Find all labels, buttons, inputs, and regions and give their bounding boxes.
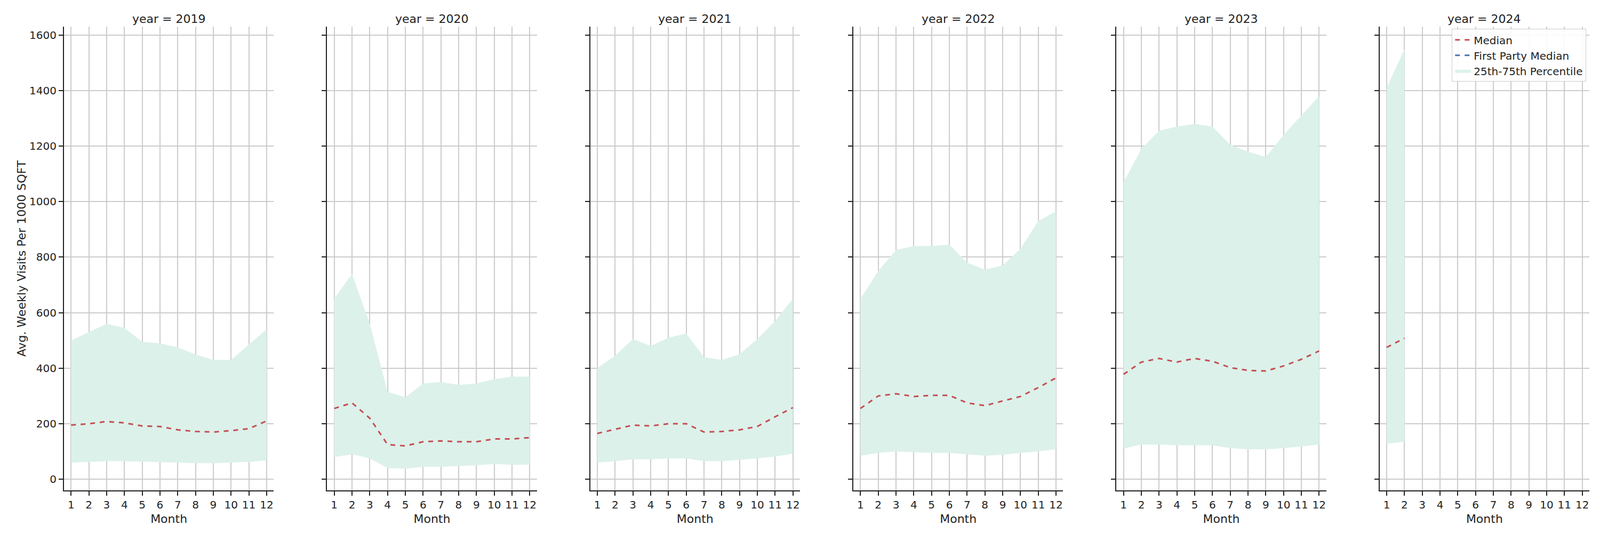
- svg-text:8: 8: [455, 498, 463, 512]
- svg-text:12: 12: [1312, 498, 1326, 512]
- svg-text:9: 9: [999, 498, 1007, 512]
- svg-text:7: 7: [700, 498, 708, 512]
- svg-text:3: 3: [366, 498, 374, 512]
- svg-text:5: 5: [402, 498, 410, 512]
- svg-text:25th-75th Percentile: 25th-75th Percentile: [1473, 65, 1583, 78]
- svg-text:6: 6: [419, 498, 427, 512]
- svg-text:10: 10: [750, 498, 764, 512]
- svg-text:4: 4: [384, 498, 391, 512]
- svg-text:Median: Median: [1473, 34, 1513, 47]
- svg-text:4: 4: [647, 498, 655, 512]
- svg-text:11: 11: [505, 498, 519, 512]
- svg-text:Avg. Weekly Visits Per 1000 SQ: Avg. Weekly Visits Per 1000 SQFT: [14, 160, 29, 357]
- svg-text:2: 2: [1401, 498, 1408, 512]
- svg-text:400: 400: [36, 362, 57, 375]
- svg-text:800: 800: [36, 250, 57, 264]
- svg-text:3: 3: [1418, 498, 1426, 512]
- svg-text:year = 2023: year = 2023: [1184, 12, 1259, 26]
- svg-text:6: 6: [1472, 498, 1479, 512]
- svg-text:1: 1: [1120, 498, 1127, 512]
- svg-text:4: 4: [910, 498, 918, 512]
- svg-text:5: 5: [1454, 498, 1462, 512]
- svg-text:12: 12: [259, 498, 274, 512]
- svg-text:7: 7: [174, 498, 182, 512]
- svg-text:600: 600: [36, 306, 57, 320]
- svg-text:Month: Month: [1466, 512, 1503, 526]
- svg-text:9: 9: [736, 498, 743, 512]
- svg-text:year = 2021: year = 2021: [658, 12, 732, 26]
- svg-text:3: 3: [892, 498, 900, 512]
- svg-text:0: 0: [49, 473, 57, 486]
- svg-text:3: 3: [1155, 498, 1163, 512]
- svg-text:Month: Month: [676, 512, 714, 526]
- svg-text:10: 10: [1013, 498, 1028, 512]
- svg-text:7: 7: [437, 498, 445, 512]
- svg-text:3: 3: [629, 498, 637, 512]
- svg-text:1: 1: [330, 498, 338, 512]
- svg-text:4: 4: [1436, 498, 1444, 512]
- svg-text:11: 11: [242, 498, 256, 512]
- svg-text:3: 3: [103, 498, 111, 512]
- svg-text:11: 11: [768, 498, 782, 512]
- svg-text:Month: Month: [413, 512, 451, 526]
- svg-text:1: 1: [594, 498, 602, 512]
- svg-text:2: 2: [1138, 498, 1146, 512]
- svg-text:8: 8: [1244, 498, 1252, 512]
- svg-text:1000: 1000: [29, 195, 57, 208]
- svg-text:8: 8: [981, 498, 989, 512]
- svg-text:1: 1: [1383, 498, 1391, 512]
- svg-text:First Party Median: First Party Median: [1473, 49, 1570, 63]
- svg-text:1400: 1400: [29, 84, 57, 98]
- svg-text:6: 6: [946, 498, 954, 512]
- svg-text:7: 7: [1490, 498, 1498, 512]
- svg-text:5: 5: [1191, 498, 1199, 512]
- svg-text:5: 5: [928, 498, 935, 512]
- svg-text:9: 9: [473, 498, 480, 512]
- svg-text:Month: Month: [150, 512, 188, 526]
- svg-text:year = 2019: year = 2019: [132, 12, 206, 26]
- svg-text:5: 5: [665, 498, 672, 512]
- svg-text:6: 6: [682, 498, 690, 512]
- svg-text:10: 10: [487, 498, 501, 512]
- svg-text:1: 1: [67, 498, 75, 512]
- svg-text:8: 8: [1507, 498, 1515, 512]
- svg-text:9: 9: [1525, 498, 1533, 512]
- svg-text:12: 12: [1049, 498, 1063, 512]
- svg-text:8: 8: [718, 498, 726, 512]
- svg-text:6: 6: [1209, 498, 1216, 512]
- svg-text:9: 9: [1262, 498, 1270, 512]
- svg-text:year = 2022: year = 2022: [921, 12, 996, 26]
- svg-text:7: 7: [1226, 498, 1234, 512]
- svg-text:12: 12: [786, 498, 800, 512]
- svg-text:5: 5: [138, 498, 146, 512]
- svg-text:1: 1: [857, 498, 864, 512]
- svg-text:year = 2024: year = 2024: [1447, 12, 1522, 26]
- svg-text:7: 7: [963, 498, 971, 512]
- svg-text:12: 12: [1575, 498, 1589, 512]
- svg-text:9: 9: [210, 498, 218, 512]
- svg-text:Month: Month: [939, 512, 977, 526]
- svg-text:11: 11: [1294, 498, 1308, 512]
- svg-text:Month: Month: [1203, 512, 1240, 526]
- svg-text:4: 4: [121, 498, 128, 512]
- svg-text:2: 2: [85, 498, 93, 512]
- svg-text:11: 11: [1031, 498, 1045, 512]
- svg-text:200: 200: [36, 417, 57, 431]
- svg-text:8: 8: [192, 498, 199, 512]
- svg-text:year = 2020: year = 2020: [395, 12, 469, 26]
- svg-text:6: 6: [156, 498, 164, 512]
- svg-text:4: 4: [1173, 498, 1181, 512]
- svg-text:2: 2: [348, 498, 356, 512]
- svg-text:1200: 1200: [29, 139, 57, 153]
- svg-text:10: 10: [1539, 498, 1554, 512]
- svg-text:2: 2: [611, 498, 619, 512]
- svg-text:2: 2: [874, 498, 882, 512]
- svg-text:10: 10: [1276, 498, 1291, 512]
- svg-text:11: 11: [1557, 498, 1572, 512]
- svg-text:12: 12: [523, 498, 537, 512]
- svg-text:10: 10: [224, 498, 238, 512]
- svg-text:1600: 1600: [29, 28, 57, 42]
